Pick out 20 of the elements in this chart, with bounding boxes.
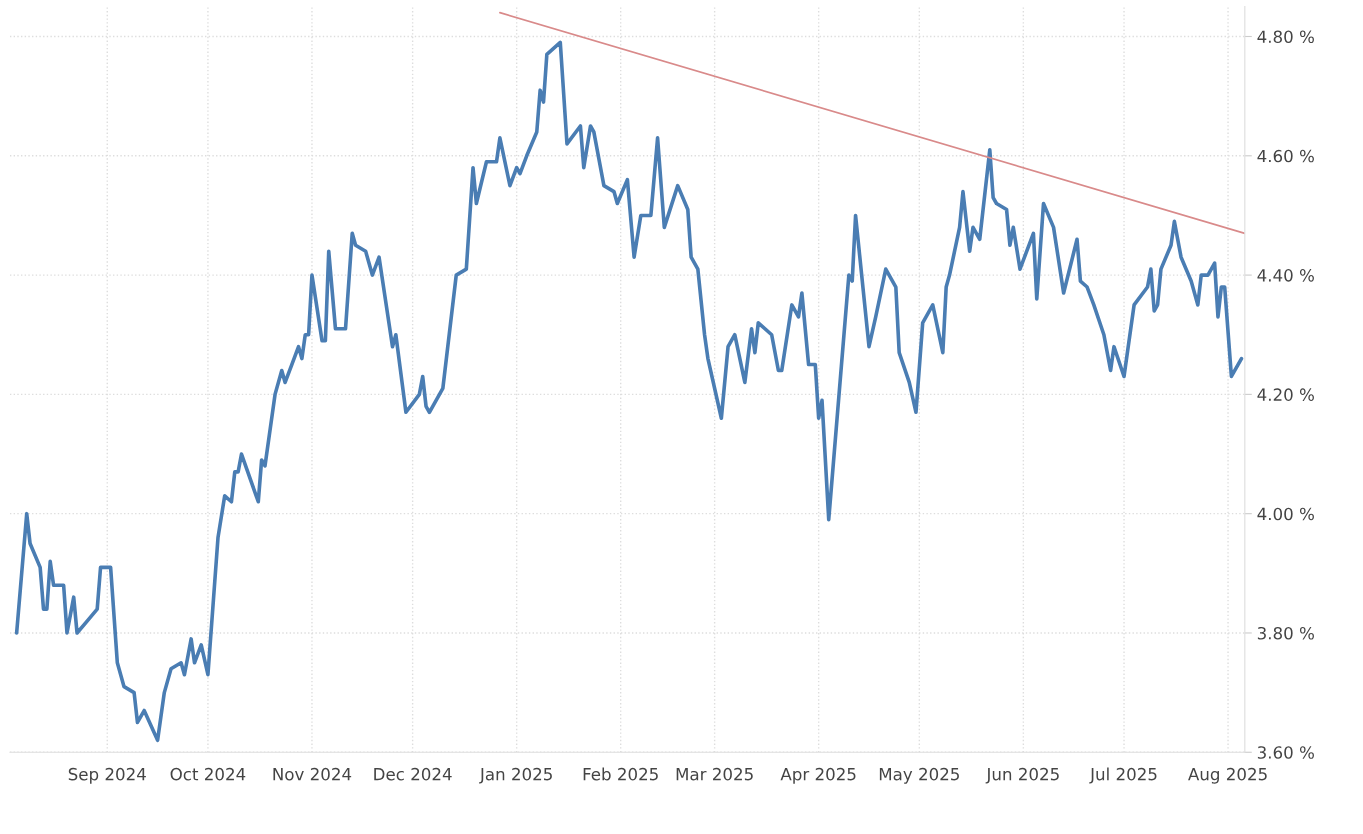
x-tick-label: Nov 2024 xyxy=(273,767,352,781)
x-tick-label: Jul 2025 xyxy=(1089,767,1157,784)
y-tick-label: 3.80 % xyxy=(1257,626,1314,640)
x-tick-label: Feb 2025 xyxy=(583,767,658,781)
x-tick-label: Dec 2024 xyxy=(374,767,452,781)
x-tick-label: Oct 2024 xyxy=(170,767,246,781)
x-tick-label: May 2025 xyxy=(879,767,959,784)
y-tick-label: 4.40 % xyxy=(1257,269,1314,282)
y-tick-label: 4.20 % xyxy=(1257,388,1314,401)
x-tick-label: Mar 2025 xyxy=(676,767,753,781)
x-tick-label: Jan 2025 xyxy=(479,767,552,784)
x-tick-label: Aug 2025 xyxy=(1188,767,1267,784)
y-tick-label: 4.80 % xyxy=(1257,30,1314,44)
y-tick-label: 3.60 % xyxy=(1257,746,1314,759)
x-tick-label: Sep 2024 xyxy=(68,767,146,784)
x-tick-label: Apr 2025 xyxy=(780,767,856,784)
y-tick-label: 4.00 % xyxy=(1257,507,1314,521)
x-tick-label: Jun 2025 xyxy=(985,767,1059,784)
y-tick-label: 4.60 % xyxy=(1257,149,1314,163)
line-series xyxy=(14,40,1244,743)
